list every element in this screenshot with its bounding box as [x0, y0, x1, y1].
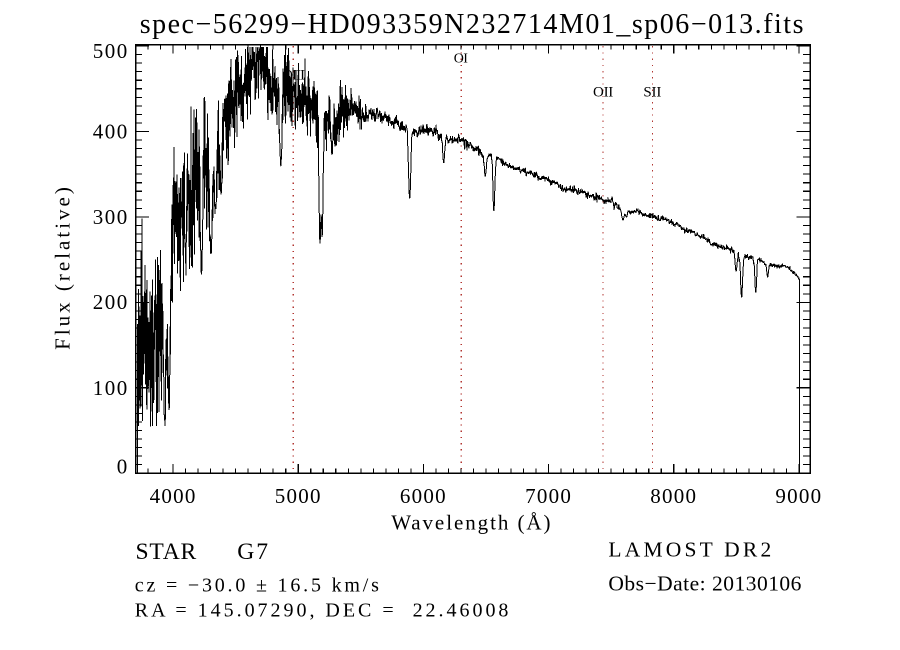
svg-text:5000: 5000 — [275, 484, 322, 508]
svg-text:LAMOST DR2: LAMOST DR2 — [608, 538, 774, 562]
svg-text:Flux (relative): Flux (relative) — [51, 184, 75, 350]
svg-text:RA = 145.07290, DEC = 22.4600: RA = 145.07290, DEC = 22.46008 — [135, 600, 512, 622]
svg-text:8000: 8000 — [650, 484, 697, 508]
svg-text:4000: 4000 — [150, 484, 197, 508]
svg-text:200: 200 — [93, 290, 129, 314]
svg-text:6000: 6000 — [400, 484, 447, 508]
svg-text:9000: 9000 — [775, 484, 822, 508]
svg-text:G7: G7 — [237, 539, 270, 565]
svg-text:Obs−Date: 20130106: Obs−Date: 20130106 — [608, 571, 802, 595]
svg-text:OI: OI — [454, 52, 469, 67]
svg-text:500: 500 — [93, 39, 129, 63]
svg-text:300: 300 — [93, 205, 129, 229]
svg-text:OIII: OIII — [282, 67, 305, 83]
svg-text:0: 0 — [117, 455, 129, 479]
svg-text:Wavelength (Å): Wavelength (Å) — [391, 511, 552, 535]
svg-text:spec−56299−HD093359N232714M01_: spec−56299−HD093359N232714M01_sp06−013.f… — [140, 9, 805, 40]
svg-text:7000: 7000 — [525, 484, 572, 508]
svg-text:100: 100 — [93, 376, 129, 400]
svg-text:STAR: STAR — [136, 539, 198, 565]
svg-text:SII: SII — [643, 85, 661, 101]
svg-text:OII: OII — [593, 85, 613, 101]
svg-text:400: 400 — [93, 119, 129, 143]
svg-text:cz = −30.0 ± 16.5 km/s: cz = −30.0 ± 16.5 km/s — [135, 574, 382, 596]
